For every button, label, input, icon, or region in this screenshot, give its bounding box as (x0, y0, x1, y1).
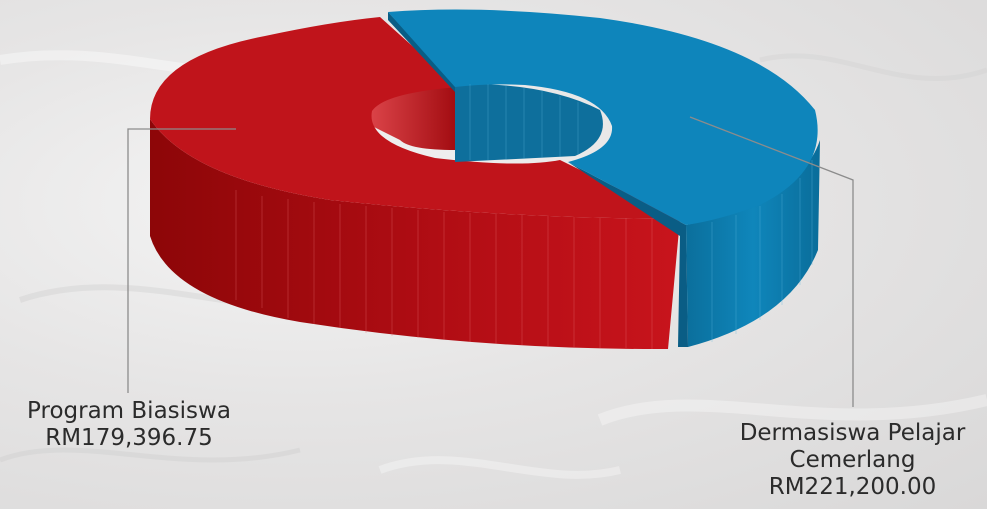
slice-label-name: Dermasiswa Pelajar Cemerlang (739, 420, 966, 473)
slice-label-program-biasiswa: Program Biasiswa RM179,396.75 (0, 398, 258, 452)
slice-label-name: Program Biasiswa (27, 398, 231, 424)
red-side-ribs (235, 190, 653, 349)
slice-label-dermasiswa: Dermasiswa Pelajar Cemerlang RM221,200.00 (718, 420, 987, 501)
slice-label-value: RM221,200.00 (768, 474, 937, 500)
blue-side-ribs (711, 160, 813, 342)
red-slice-side (150, 119, 680, 350)
slice-program-biasiswa[interactable] (150, 17, 680, 350)
leader-line-program-biasiswa (127, 128, 236, 393)
red-slice-top (150, 17, 680, 219)
blue-slice-top (388, 9, 818, 225)
blue-slice-side (686, 140, 820, 347)
slice-dermasiswa-pelajar-cemerlang[interactable] (388, 9, 820, 347)
blue-slice-cut-face (568, 162, 688, 347)
slice-label-value: RM179,396.75 (45, 425, 213, 451)
leader-line-dermasiswa (689, 116, 854, 407)
blue-slice-inner-wall (455, 83, 603, 162)
